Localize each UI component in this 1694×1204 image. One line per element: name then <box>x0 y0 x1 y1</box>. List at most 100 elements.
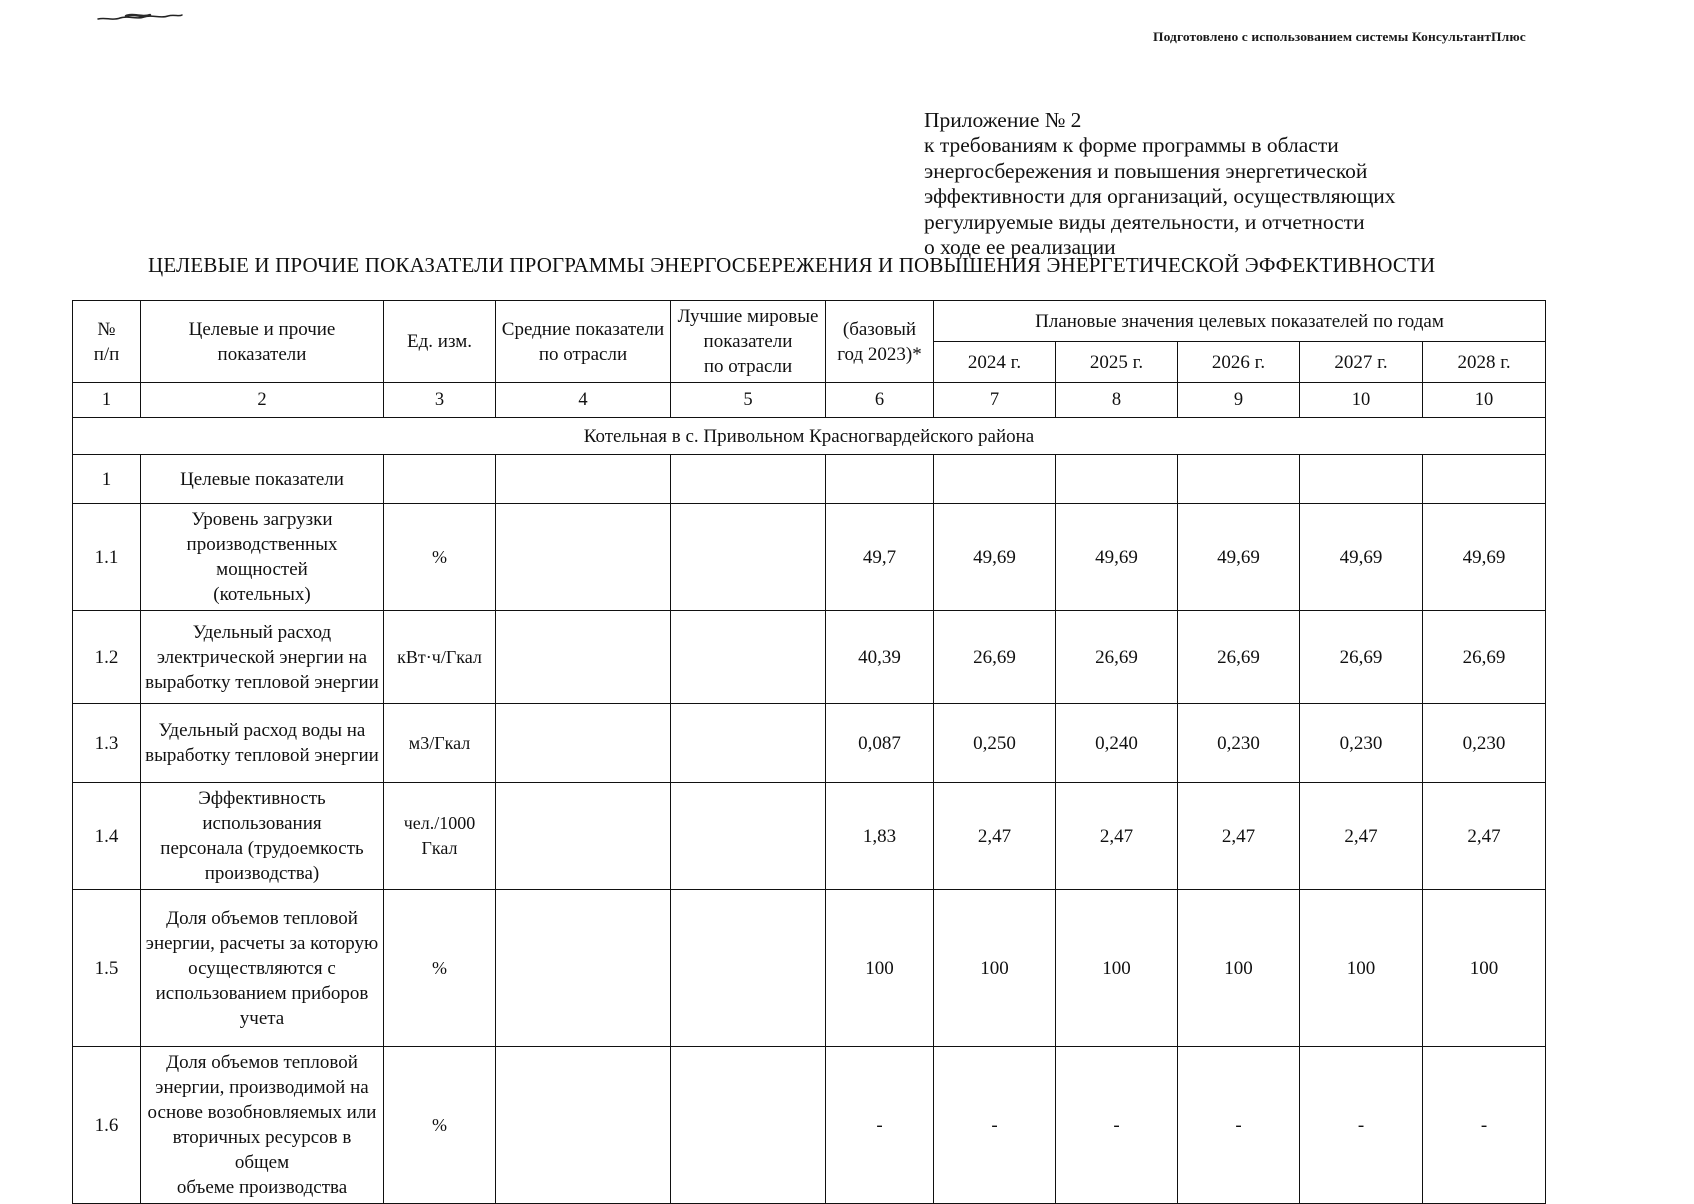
group-row-2024 <box>933 454 1056 504</box>
row-no: 1.4 <box>72 782 141 890</box>
header-average-industry: Средние показатели по отрасли <box>495 300 671 383</box>
row-2025: 0,240 <box>1055 703 1178 783</box>
row-2026: 100 <box>1177 889 1300 1047</box>
row-2027: - <box>1299 1046 1423 1204</box>
header-year-2028: 2028 г. <box>1421 341 1547 383</box>
row-avg <box>495 889 671 1047</box>
group-row-no: 1 <box>72 454 141 504</box>
row-2025: 100 <box>1055 889 1178 1047</box>
row-avg <box>495 703 671 783</box>
header-year-2025: 2025 г. <box>1055 341 1178 383</box>
header-base-year-line2: год 2023)* <box>837 343 922 365</box>
row-label-line: Эффективность использования <box>198 788 326 834</box>
colnum-9: 9 <box>1177 382 1300 418</box>
header-no-line1: № <box>97 318 116 340</box>
header-average-industry-line1: Средние показатели <box>501 318 665 340</box>
header-best-world: Лучшие мировые показатели по отрасли <box>670 300 826 383</box>
row-label-line: объеме производства <box>176 1177 348 1198</box>
row-label: Уровень загрузки производственных мощнос… <box>140 503 384 611</box>
row-2028: 0,230 <box>1421 703 1547 783</box>
row-best <box>670 610 826 704</box>
group-row-best <box>670 454 826 504</box>
header-year-2027: 2027 г. <box>1299 341 1423 383</box>
header-average-industry-line2: по отрасли <box>538 343 628 365</box>
row-label-line: энергии, расчеты за которую <box>145 932 379 954</box>
row-label-line: учета <box>239 1007 285 1029</box>
row-unit: кВт·ч/Гкал <box>383 610 496 704</box>
indicators-table-wrapper: № п/п Целевые и прочие показатели Ед. из… <box>71 300 1547 1204</box>
section-title: Котельная в с. Привольном Красногвардейс… <box>71 417 1547 455</box>
section-title-row: Котельная в с. Привольном Красногвардейс… <box>71 417 1547 455</box>
colnum-6: 6 <box>825 382 934 418</box>
header-unit: Ед. изм. <box>383 300 496 383</box>
colnum-7: 7 <box>933 382 1056 418</box>
row-2028: 100 <box>1421 889 1547 1047</box>
consultant-plus-header: Подготовлено с использованием системы Ко… <box>1153 29 1526 44</box>
row-best <box>670 1046 826 1204</box>
appendix-line-2: к требованиям к форме программы в област… <box>924 133 1339 158</box>
row-2024: 26,69 <box>933 610 1056 704</box>
appendix-line-3: энергосбережения и повышения энергетичес… <box>924 158 1368 183</box>
row-2027: 2,47 <box>1299 782 1423 890</box>
row-label-line: Уровень загрузки <box>191 509 333 530</box>
row-2025: 2,47 <box>1055 782 1178 890</box>
group-row-2026 <box>1177 454 1300 504</box>
row-label-line: Доля объемов тепловой <box>166 1052 358 1073</box>
group-row-2027 <box>1299 454 1423 504</box>
row-unit-line: чел./1000 <box>403 813 476 833</box>
row-label-line: Удельный расход воды на <box>158 720 366 741</box>
row-label: Удельный расход электрической энергии на… <box>140 610 384 704</box>
row-2026: 0,230 <box>1177 703 1300 783</box>
row-2027: 100 <box>1299 889 1423 1047</box>
header-year-2026: 2026 г. <box>1177 341 1300 383</box>
row-label-line: использованием приборов <box>155 982 369 1004</box>
header-best-world-line1: Лучшие мировые <box>677 306 819 327</box>
row-base: 1,83 <box>825 782 934 890</box>
row-best <box>670 703 826 783</box>
row-no: 1.5 <box>72 889 141 1047</box>
row-label-line: вторичных ресурсов в общем <box>172 1127 352 1173</box>
row-best <box>670 503 826 611</box>
row-label-line: производственных мощностей <box>186 534 338 580</box>
row-avg <box>495 1046 671 1204</box>
header-plan-group: Плановые значения целевых показателей по… <box>932 300 1547 342</box>
handwritten-mark <box>96 10 184 26</box>
row-2024: 0,250 <box>933 703 1056 783</box>
row-label-line: производства) <box>204 863 320 884</box>
row-2027: 49,69 <box>1299 503 1423 611</box>
colnum-11: 10 <box>1421 382 1547 418</box>
colnum-10: 10 <box>1299 382 1423 418</box>
header-no-line2: п/п <box>93 343 120 365</box>
appendix-line-1: Приложение № 2 <box>924 108 1082 132</box>
appendix-line-6: о ходе ее реализации <box>924 235 1116 260</box>
group-row-2028 <box>1421 454 1547 504</box>
row-no: 1.6 <box>72 1046 141 1204</box>
row-avg <box>495 503 671 611</box>
table-row: 1.1 Уровень загрузки производственных мо… <box>72 503 1547 611</box>
header-base-year: (базовый год 2023)* <box>825 300 934 383</box>
colnum-5: 5 <box>670 382 826 418</box>
row-base: 40,39 <box>825 610 934 704</box>
row-2025: 26,69 <box>1055 610 1178 704</box>
colnum-3: 3 <box>383 382 496 418</box>
row-unit: % <box>383 1046 496 1204</box>
row-best <box>670 889 826 1047</box>
row-label: Удельный расход воды на выработку теплов… <box>140 703 384 783</box>
group-row-avg <box>495 454 671 504</box>
table-row: 1.4 Эффективность использования персонал… <box>72 782 1547 890</box>
row-unit: м3/Гкал <box>383 703 496 783</box>
group-row-label: Целевые показатели <box>140 454 384 504</box>
group-row-base <box>825 454 934 504</box>
colnum-1: 1 <box>72 382 141 418</box>
row-2028: 49,69 <box>1421 503 1547 611</box>
header-no: № п/п <box>72 300 141 383</box>
row-2026: 2,47 <box>1177 782 1300 890</box>
colnum-4: 4 <box>495 382 671 418</box>
row-2027: 0,230 <box>1299 703 1423 783</box>
row-2024: 49,69 <box>933 503 1056 611</box>
row-label-line: (котельных) <box>213 584 311 605</box>
table-row: 1.3 Удельный расход воды на выработку те… <box>72 703 1547 783</box>
row-2024: 100 <box>933 889 1056 1047</box>
row-no: 1.3 <box>72 703 141 783</box>
row-unit: % <box>383 889 496 1047</box>
